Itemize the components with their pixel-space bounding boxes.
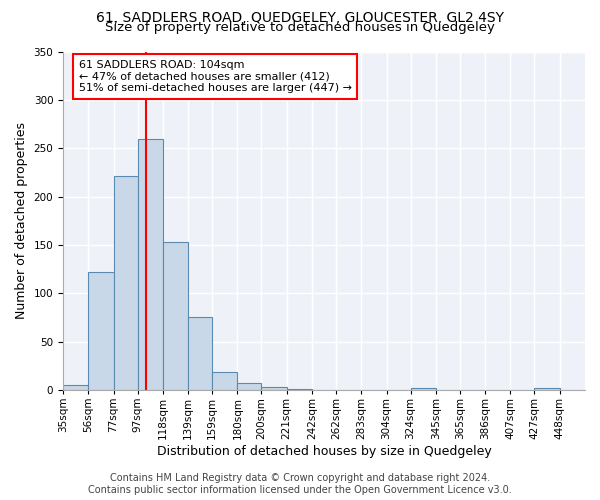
Text: Contains HM Land Registry data © Crown copyright and database right 2024.
Contai: Contains HM Land Registry data © Crown c… <box>88 474 512 495</box>
Bar <box>188 318 212 390</box>
Text: 61 SADDLERS ROAD: 104sqm
← 47% of detached houses are smaller (412)
51% of semi-: 61 SADDLERS ROAD: 104sqm ← 47% of detach… <box>79 60 352 93</box>
Bar <box>113 176 137 390</box>
Bar <box>88 272 113 390</box>
X-axis label: Distribution of detached houses by size in Quedgeley: Distribution of detached houses by size … <box>157 444 491 458</box>
Bar <box>238 383 262 390</box>
Bar <box>410 388 436 390</box>
Bar <box>63 385 88 390</box>
Text: 61, SADDLERS ROAD, QUEDGELEY, GLOUCESTER, GL2 4SY: 61, SADDLERS ROAD, QUEDGELEY, GLOUCESTER… <box>96 11 504 25</box>
Bar <box>287 389 312 390</box>
Text: Size of property relative to detached houses in Quedgeley: Size of property relative to detached ho… <box>105 22 495 35</box>
Bar <box>535 388 560 390</box>
Bar <box>212 372 238 390</box>
Bar <box>262 387 287 390</box>
Bar <box>137 138 163 390</box>
Bar <box>163 242 188 390</box>
Y-axis label: Number of detached properties: Number of detached properties <box>15 122 28 319</box>
